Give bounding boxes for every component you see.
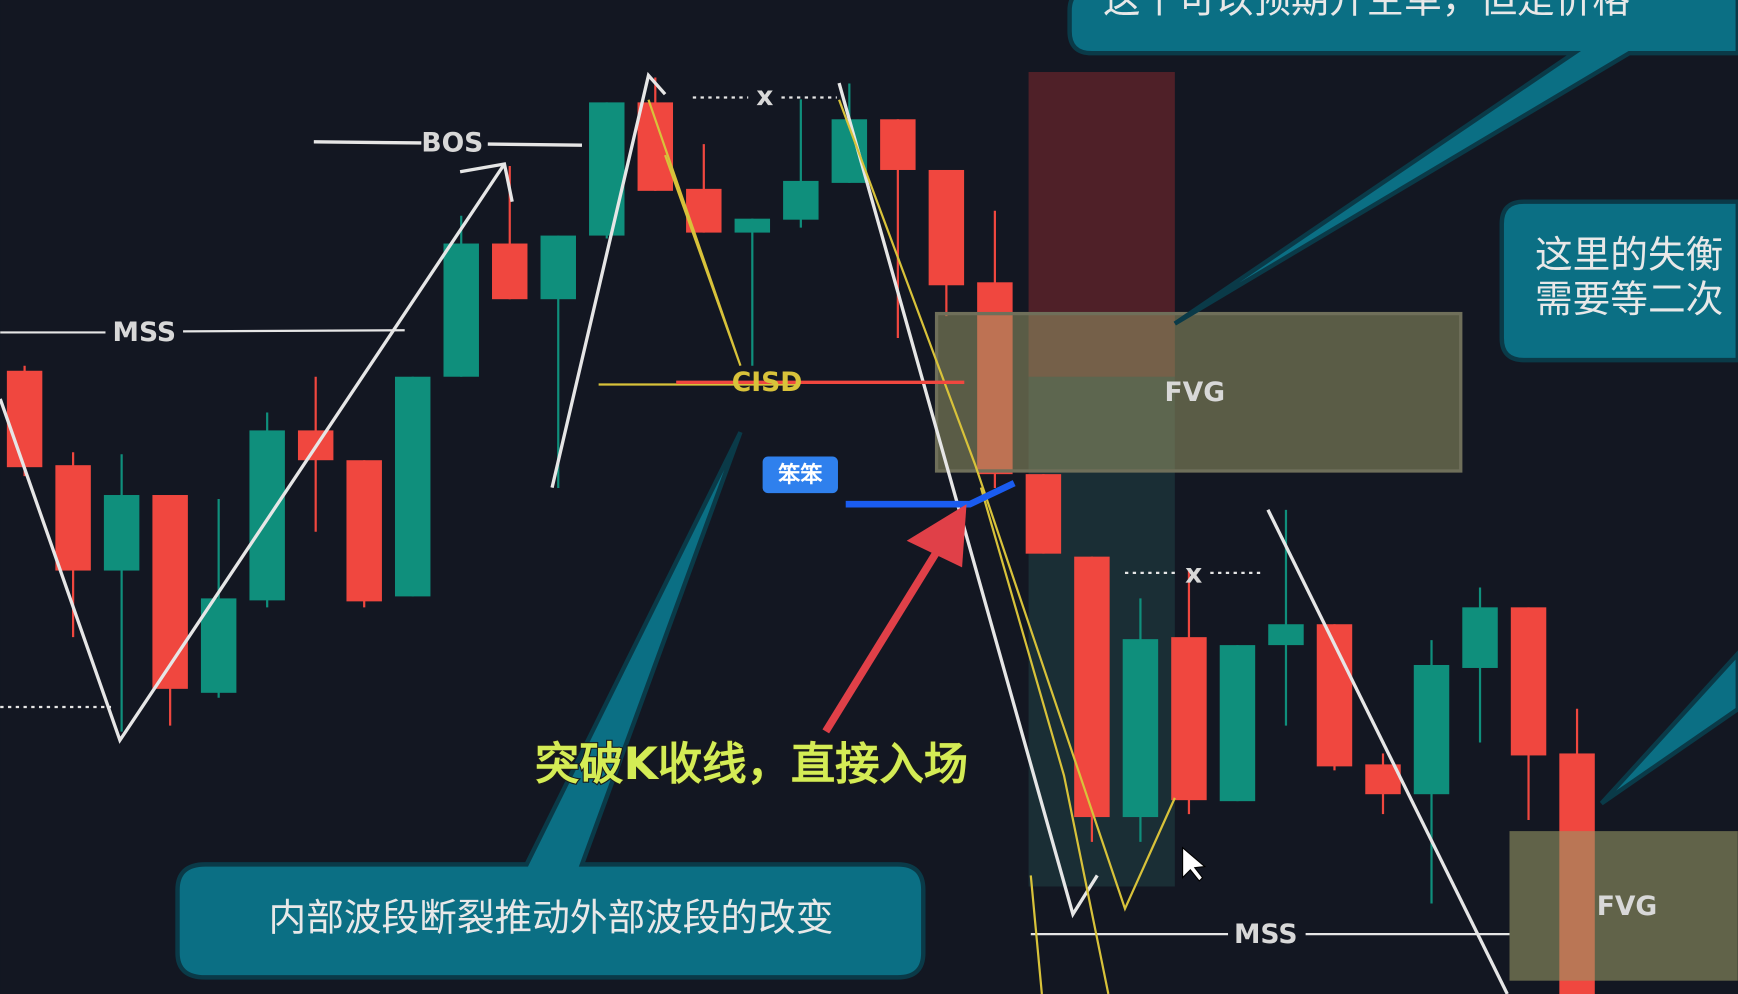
swing-line [550,71,667,488]
candle-body [394,376,431,597]
candle-body [152,495,188,689]
candle-body [1171,637,1207,801]
candle-body [928,169,965,286]
yellow-line [647,99,742,367]
yellow-drawings [598,99,1176,994]
badge [762,456,838,494]
candle-body [1462,607,1498,668]
candle-body [492,243,528,300]
fvg-label: FVG [1165,377,1226,408]
candle-body [1025,474,1062,554]
candle-body [6,370,43,468]
candle-body [1219,645,1256,802]
candle-body [55,465,91,571]
entry-text: 突破K收线，直接入场 [535,739,968,790]
mss-label: MSS [113,317,177,348]
swing-line [0,163,506,744]
yellow-line [1029,875,1043,994]
arrow-shaft [822,540,946,734]
arrow-head [906,504,967,568]
candle-body [589,102,625,236]
bos-label: BOS [421,128,483,159]
yellow-line [979,487,1110,994]
candle-body [637,102,674,191]
callout-text: 这个可以预期开空单，但是价格 [1103,0,1630,22]
cisd-label: CISD [732,367,803,398]
callout-right [1499,199,1738,363]
mss-label: MSS [1234,919,1298,950]
callout-top [1067,0,1738,326]
x-label: x [1185,559,1202,590]
cursor [1182,846,1207,882]
arrow-head [459,162,514,203]
candle-body [783,180,819,220]
structure [0,71,1510,994]
candle-body [346,460,382,602]
mss-line [183,329,405,333]
yellow-line [838,99,1176,912]
callout-text: 需要等二次 [1535,277,1723,321]
fvg-box [934,311,1463,473]
x-label: x [756,81,773,112]
callout-bottom [175,431,926,980]
callout-text: 内部波段断裂推动外部波段的改变 [269,895,834,939]
swing-line [1266,509,1509,994]
entry-line [845,480,1016,508]
candle-body [880,119,916,170]
bos-line [487,142,583,147]
swing-line [837,82,1099,919]
candle-body [1122,639,1159,818]
fvg-label: FVG [1597,891,1658,922]
candle-body [249,430,285,601]
candle-body [1510,607,1547,756]
candle-body [200,598,237,693]
candle-body [1268,624,1304,646]
candle-body [540,235,576,300]
candle-body [1074,556,1110,818]
candle-body [443,243,479,377]
callout-text: 这里的失衡 [1535,233,1723,277]
candle-body [103,495,140,571]
badge-text: 笨笨 [778,462,823,488]
candle-body [734,218,771,233]
bos-line [313,140,422,145]
candle-body [1413,664,1450,795]
fvg-box [1509,831,1738,981]
